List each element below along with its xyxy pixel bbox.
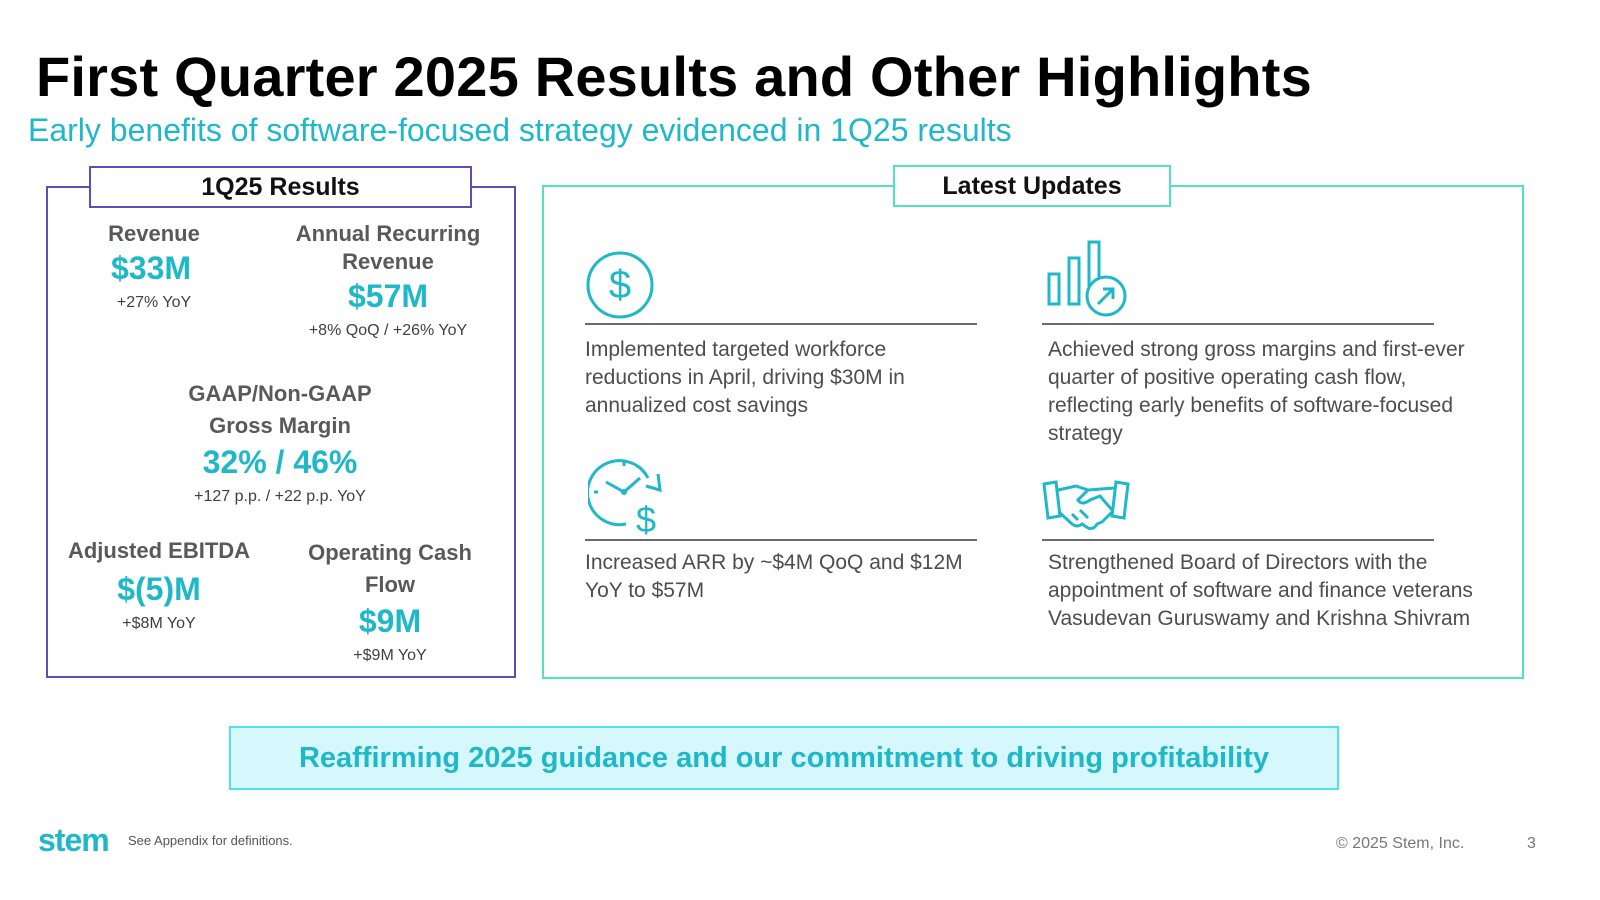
arr-change: +8% QoQ / +26% YoY bbox=[308, 322, 468, 339]
divider bbox=[1042, 323, 1434, 325]
gross-margin-value: 32% / 46% bbox=[202, 444, 358, 480]
divider bbox=[585, 323, 977, 325]
handshake-icon bbox=[1042, 478, 1130, 532]
slide-title: First Quarter 2025 Results and Other Hig… bbox=[36, 45, 1312, 108]
arr-value: $57M bbox=[347, 278, 429, 314]
ocf-value: $9M bbox=[358, 603, 422, 639]
gross-margin-label-line1: GAAP/Non-GAAP bbox=[188, 381, 372, 406]
svg-text:$: $ bbox=[636, 499, 656, 536]
arr-metric: Annual Recurring Revenue $57M +8% QoQ / … bbox=[278, 220, 498, 342]
guidance-banner: Reaffirming 2025 guidance and our commit… bbox=[229, 726, 1339, 790]
update-text: Strengthened Board of Directors with the… bbox=[1048, 551, 1473, 630]
ocf-label-line1: Operating Cash bbox=[308, 540, 472, 565]
operating-cash-flow-metric: Operating Cash Flow $9M +$9M YoY bbox=[290, 537, 490, 667]
svg-text:$: $ bbox=[609, 263, 631, 307]
ebitda-value: $(5)M bbox=[117, 571, 201, 607]
divider bbox=[585, 539, 977, 541]
bar-chart-growth-icon bbox=[1046, 238, 1130, 320]
arr-label-line1: Annual Recurring bbox=[295, 221, 481, 246]
stem-logo: stem bbox=[38, 822, 110, 858]
update-text: Implemented targeted workforce reduction… bbox=[585, 338, 905, 417]
clock-dollar-icon: $ bbox=[588, 456, 670, 536]
ocf-change: +$9M YoY bbox=[353, 647, 427, 664]
ebitda-change: +$8M YoY bbox=[122, 615, 196, 632]
ebitda-label: Adjusted EBITDA bbox=[67, 538, 251, 563]
ebitda-metric: Adjusted EBITDA $(5)M +$8M YoY bbox=[56, 537, 262, 635]
results-panel-header: 1Q25 Results bbox=[89, 166, 472, 208]
gross-margin-metric: GAAP/Non-GAAP Gross Margin 32% / 46% +12… bbox=[140, 378, 420, 508]
footnote: See Appendix for definitions. bbox=[128, 833, 293, 848]
gross-margin-change: +127 p.p. / +22 p.p. YoY bbox=[194, 488, 366, 505]
revenue-label: Revenue bbox=[108, 221, 200, 246]
update-text: Increased ARR by ~$4M QoQ and $12M YoY t… bbox=[585, 551, 963, 602]
ocf-label-line2: Flow bbox=[364, 572, 416, 597]
update-text: Achieved strong gross margins and first-… bbox=[1048, 338, 1465, 445]
slide-subtitle: Early benefits of software-focused strat… bbox=[28, 112, 1012, 148]
updates-panel-header: Latest Updates bbox=[893, 165, 1171, 207]
gross-margin-label-line2: Gross Margin bbox=[209, 413, 351, 438]
page-number: 3 bbox=[1527, 835, 1536, 852]
arr-label-line2: Revenue bbox=[342, 249, 434, 274]
divider bbox=[1042, 539, 1434, 541]
copyright: © 2025 Stem, Inc. bbox=[1336, 835, 1465, 852]
revenue-metric: Revenue $33M +27% YoY bbox=[64, 220, 244, 314]
revenue-value: $33M bbox=[110, 250, 192, 286]
revenue-change: +27% YoY bbox=[116, 294, 192, 311]
dollar-circle-icon: $ bbox=[585, 250, 655, 320]
